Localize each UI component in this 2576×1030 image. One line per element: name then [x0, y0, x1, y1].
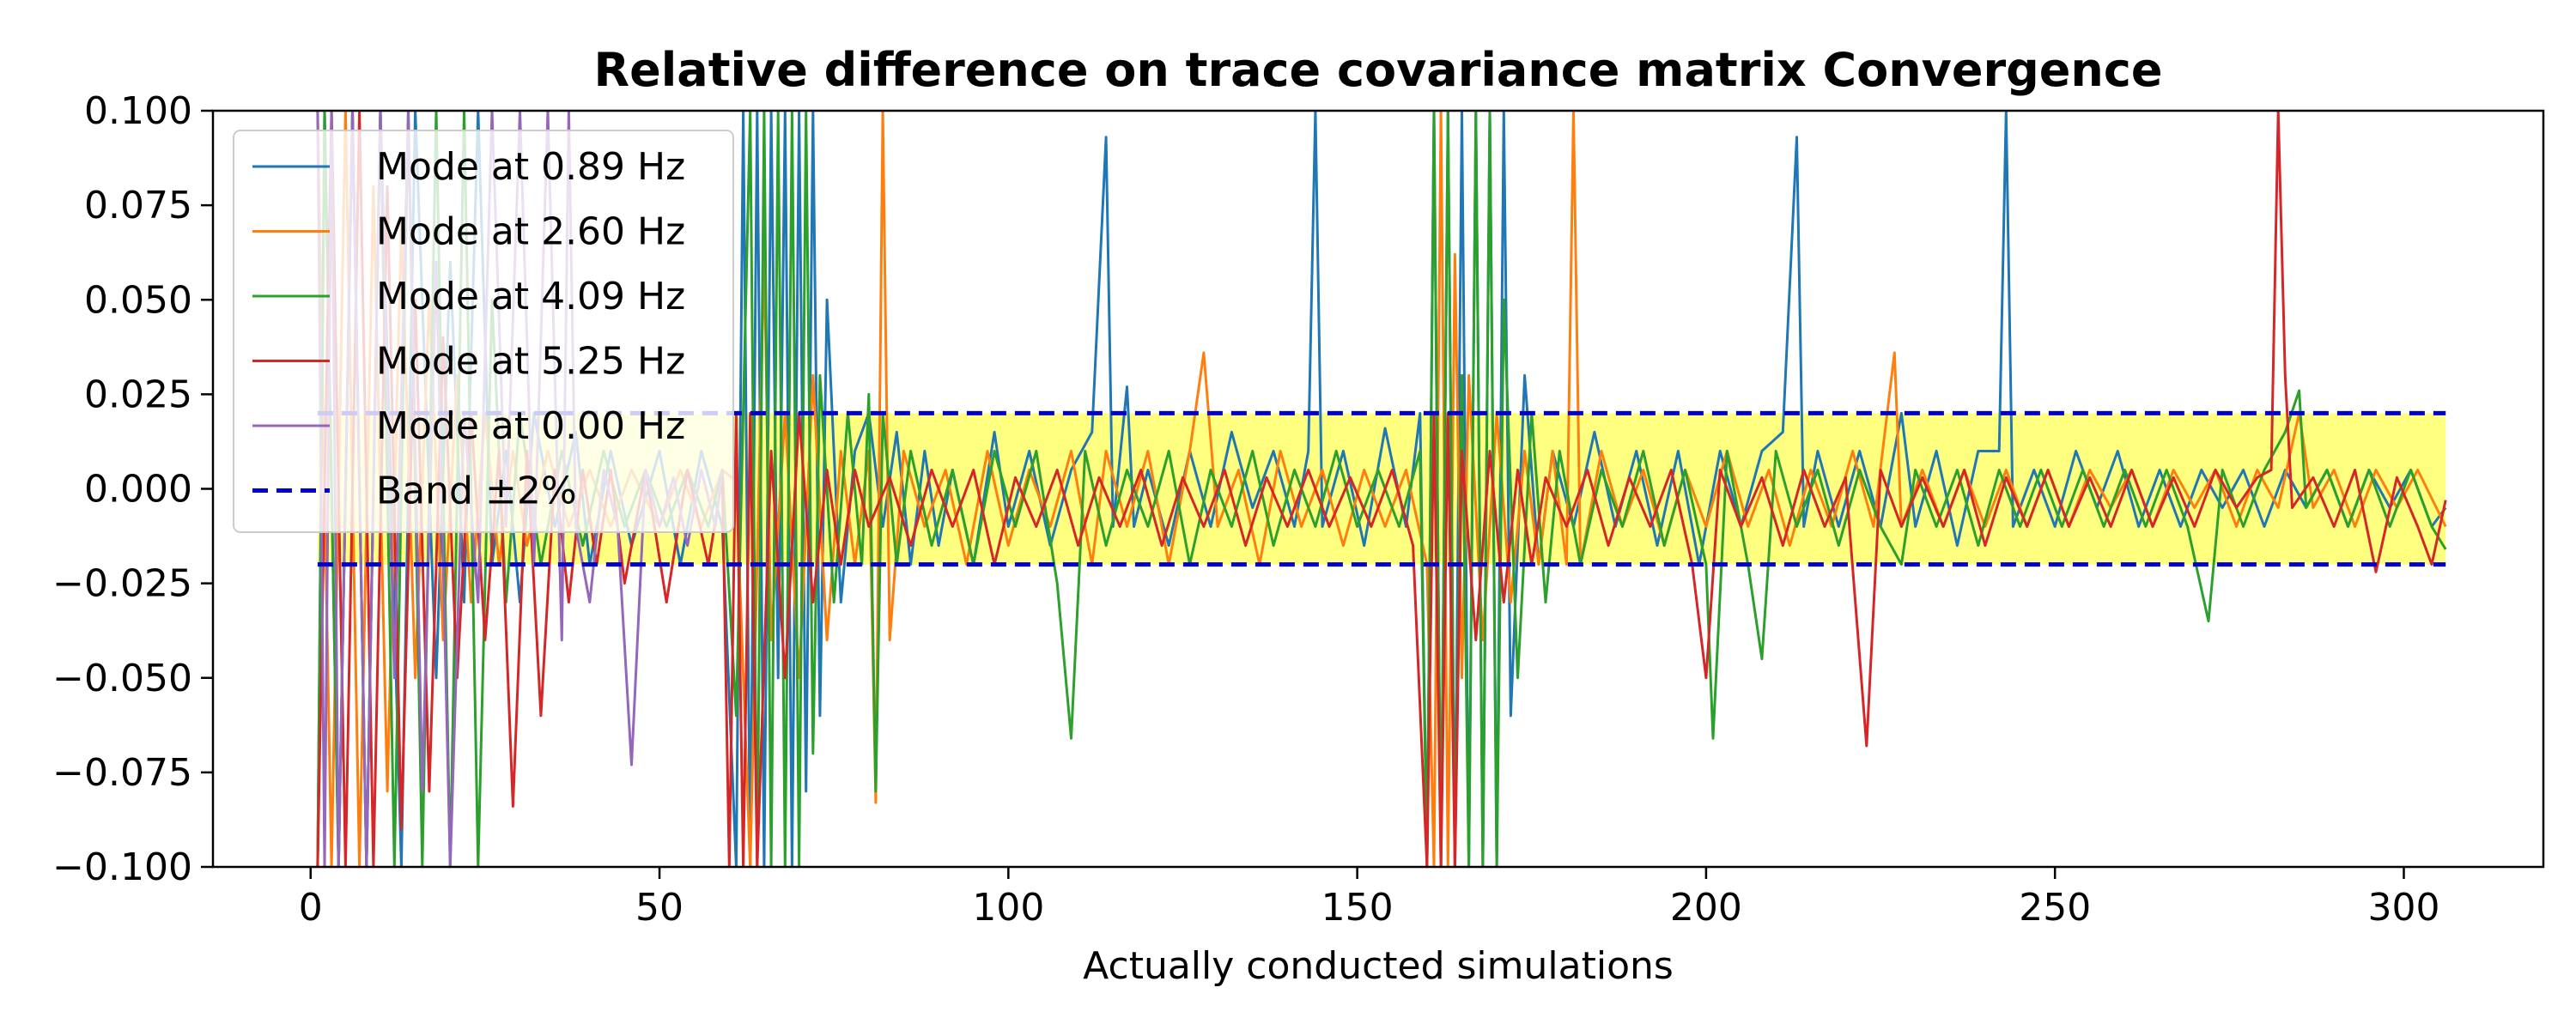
y-tick-label: −0.075 — [52, 751, 192, 795]
y-tick-label: 0.025 — [84, 373, 192, 416]
legend-label: Mode at 2.60 Hz — [376, 210, 685, 254]
legend: Mode at 0.89 Hz Mode at 2.60 Hz Mode at 4.… — [233, 130, 734, 533]
y-axis: 0.100 0.075 0.050 0.025 0.000 −0.025 −0.050 −0.… — [52, 89, 213, 889]
y-tick-label: 0.050 — [84, 278, 192, 322]
x-tick-label: 250 — [2019, 886, 2091, 930]
x-tick-label: 100 — [972, 886, 1044, 930]
x-tick-label: 200 — [1670, 886, 1742, 930]
x-tick-label: 50 — [635, 886, 683, 930]
chart-title: Relative difference on trace covariance … — [594, 43, 2163, 97]
y-tick-label: 0.000 — [84, 468, 192, 512]
y-tick-label: −0.050 — [52, 657, 192, 700]
legend-box — [233, 130, 734, 533]
y-tick-label: 0.075 — [84, 184, 192, 227]
legend-label: Mode at 0.00 Hz — [376, 404, 685, 448]
x-tick-label: 0 — [299, 886, 323, 930]
legend-label: Band ±2% — [376, 470, 577, 513]
x-axis: 0 50 100 150 200 250 300 — [299, 867, 2439, 930]
legend-label: Mode at 4.09 Hz — [376, 275, 685, 318]
y-tick-label: 0.100 — [84, 89, 192, 133]
y-tick-label: −0.025 — [52, 562, 192, 606]
x-tick-label: 300 — [2367, 886, 2439, 930]
y-tick-label: −0.100 — [52, 845, 192, 889]
legend-label: Mode at 5.25 Hz — [376, 340, 685, 384]
x-tick-label: 150 — [1321, 886, 1394, 930]
legend-label: Mode at 0.89 Hz — [376, 145, 685, 189]
x-axis-label: Actually conducted simulations — [1083, 944, 1674, 988]
